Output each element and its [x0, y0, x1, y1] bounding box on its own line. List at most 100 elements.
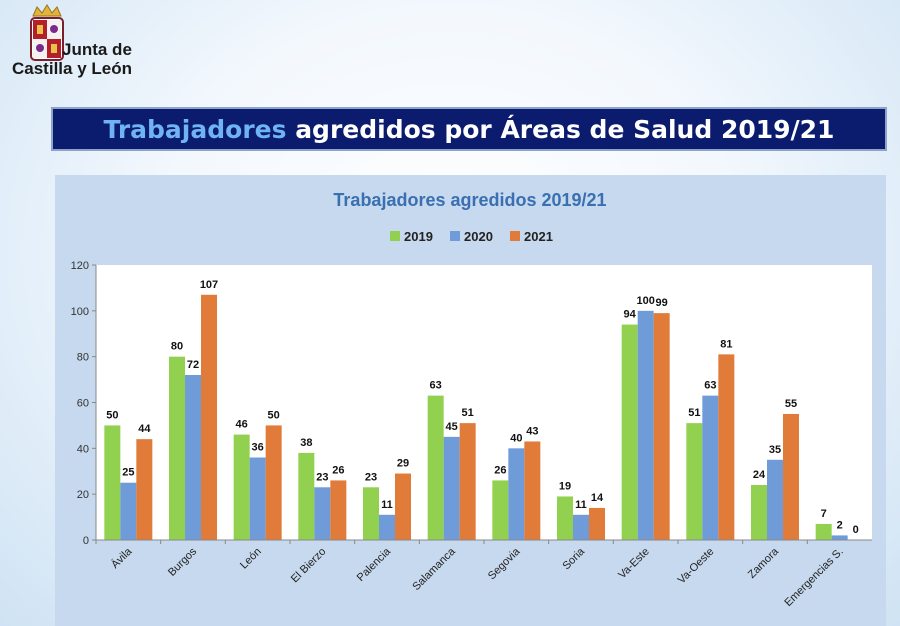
data-label: 44 — [138, 423, 151, 435]
data-label: 50 — [106, 409, 118, 421]
bar-2019 — [363, 487, 379, 540]
bar-2020 — [379, 514, 395, 540]
data-label: 2 — [837, 519, 843, 531]
data-label: 94 — [624, 309, 637, 321]
bar-2021 — [718, 354, 735, 540]
x-axis: Ávila Burgos León El Bierzo Palencia Salamanc… — [95, 539, 872, 609]
bar-2021 — [783, 413, 799, 540]
logo-line-1: Junta de — [62, 40, 132, 59]
x-tick-label: Salamanca — [410, 545, 458, 593]
chart-legend: 2019 2020 2021 — [390, 229, 553, 244]
bar-2021 — [330, 480, 347, 540]
data-label: 14 — [591, 492, 604, 504]
x-tick-label: Segovia — [486, 545, 523, 582]
x-tick-label: Palencia — [355, 545, 394, 584]
bar-2021 — [136, 439, 153, 540]
bar-2020 — [508, 448, 525, 540]
data-label: 45 — [446, 421, 458, 433]
data-label: 72 — [187, 359, 199, 371]
bar-2020 — [702, 395, 719, 540]
data-label: 11 — [575, 499, 587, 511]
bar-2019 — [169, 356, 185, 540]
data-label: 23 — [316, 471, 328, 483]
data-label: 51 — [688, 407, 700, 419]
x-tick-label: Va-Oeste — [676, 546, 717, 587]
bar-2020 — [767, 459, 783, 540]
y-tick-label: 80 — [77, 352, 89, 364]
data-label: 7 — [821, 508, 827, 520]
x-tick-label: Burgos — [166, 545, 199, 578]
data-label: 50 — [268, 409, 280, 421]
bar-2019 — [492, 480, 509, 540]
bar-2019 — [233, 434, 250, 540]
chart-title: Trabajadores agredidos 2019/21 — [333, 190, 606, 210]
data-label: 40 — [510, 432, 522, 444]
bar-2021 — [653, 313, 670, 540]
data-label: 26 — [332, 464, 344, 476]
bar-2019 — [557, 496, 573, 540]
bar-2019 — [104, 425, 121, 540]
data-label: 35 — [769, 444, 781, 456]
page-title: Trabajadores agredidos por Áreas de Salu… — [51, 107, 887, 151]
bar-2019 — [751, 485, 767, 540]
bar-2019 — [427, 395, 444, 540]
legend-swatch-2020 — [450, 231, 460, 241]
data-label: 26 — [494, 464, 506, 476]
data-label: 29 — [397, 458, 409, 470]
data-label: 24 — [753, 469, 766, 481]
page-title-rest: agredidos por Áreas de Salud 2019/21 — [286, 114, 835, 144]
bar-2021 — [395, 473, 411, 540]
coat-of-arms-icon — [30, 4, 64, 61]
bar-2020 — [573, 514, 589, 540]
y-axis: 0 20 40 60 80 100 120 — [71, 260, 97, 547]
bar-2020 — [314, 487, 331, 540]
bar-2020 — [120, 482, 137, 540]
y-tick-label: 60 — [77, 398, 89, 410]
y-tick-label: 100 — [71, 306, 89, 318]
data-label: 38 — [300, 437, 312, 449]
bar-2021 — [201, 294, 217, 540]
y-tick-label: 120 — [71, 260, 89, 272]
data-label: 36 — [252, 442, 264, 454]
bar-2021 — [265, 425, 282, 540]
bar-2021 — [524, 441, 541, 540]
x-tick-label: Ávila — [108, 544, 135, 571]
bar-2021 — [459, 423, 476, 540]
x-tick-label: León — [238, 546, 264, 572]
data-label: 0 — [853, 524, 859, 536]
data-label: 51 — [462, 407, 474, 419]
bar-2020 — [831, 535, 848, 540]
legend-swatch-2019 — [390, 231, 400, 241]
logo: Junta de Castilla y León — [10, 2, 170, 80]
data-label: 100 — [636, 295, 654, 307]
bar-2020 — [637, 310, 654, 540]
bar-2019 — [621, 324, 638, 540]
data-label: 19 — [559, 480, 571, 492]
x-tick-label: Va-Este — [616, 546, 652, 582]
data-label: 43 — [526, 425, 538, 437]
x-tick-label: El Bierzo — [289, 546, 329, 586]
x-tick-label: Zamora — [746, 545, 782, 581]
y-tick-label: 0 — [83, 535, 89, 547]
bar-2019 — [815, 523, 832, 540]
data-label: 25 — [122, 467, 134, 479]
x-tick-label: Emergencias S. — [782, 546, 845, 609]
legend-label-2020: 2020 — [464, 229, 493, 244]
data-label: 46 — [236, 419, 248, 431]
y-tick-label: 20 — [77, 489, 89, 501]
bar-2020 — [249, 457, 266, 540]
plot-area — [96, 265, 872, 540]
chart-panel: Trabajadores agredidos 2019/21 2019 2020 2… — [55, 175, 886, 626]
data-label: 107 — [200, 279, 218, 291]
data-label: 80 — [171, 341, 183, 353]
legend-label-2021: 2021 — [524, 229, 553, 244]
bar-2019 — [686, 423, 703, 540]
page-title-highlight: Trabajadores — [103, 114, 287, 144]
data-label: 81 — [720, 338, 732, 350]
data-label: 99 — [656, 297, 668, 309]
data-labels: 50 25 44 80 72 107 46 36 50 38 23 26 23 11 29 63 45 51 26 4… — [106, 279, 859, 536]
data-label: 11 — [381, 499, 393, 511]
logo-line-2: Castilla y León — [12, 59, 132, 78]
bar-2020 — [185, 375, 201, 540]
bar-2020 — [443, 436, 460, 540]
